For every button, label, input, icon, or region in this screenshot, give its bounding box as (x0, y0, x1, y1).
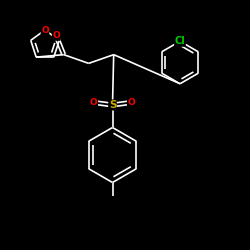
Text: Cl: Cl (174, 36, 186, 46)
Text: O: O (128, 98, 135, 107)
Text: O: O (90, 98, 98, 107)
Text: O: O (41, 26, 49, 35)
Text: S: S (109, 100, 116, 110)
Text: O: O (52, 32, 60, 40)
